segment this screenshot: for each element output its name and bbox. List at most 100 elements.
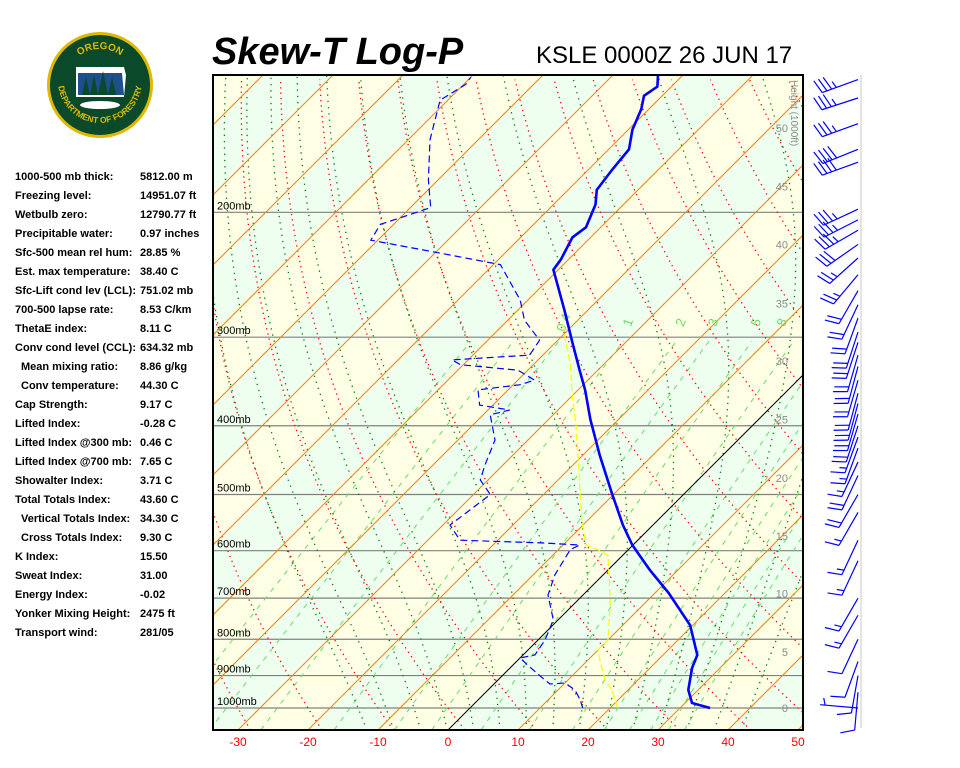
- wind-barb: [813, 94, 859, 111]
- dry-adiabat-line: [828, 80, 960, 730]
- temperature-profile-line: [551, 75, 711, 710]
- wind-barb-staff: [823, 219, 859, 238]
- temperature-tick-label: 40: [721, 735, 735, 749]
- wind-barb-flag: [818, 236, 830, 248]
- stat-row: Lifted Index @300 mb: 0.46 C: [15, 434, 215, 453]
- wind-barb-staff: [841, 560, 859, 596]
- isotherm-line: [727, 654, 803, 730]
- wind-barb-flag: [813, 80, 823, 93]
- stat-value: 9.17 C: [140, 399, 173, 411]
- wind-barb-flag: [818, 211, 829, 224]
- wind-barb-staff: [844, 436, 859, 474]
- height-tick-label: 50: [776, 123, 788, 135]
- stat-label: Lifted Index:: [15, 418, 81, 430]
- wind-barb-flag: [836, 712, 852, 716]
- isobar-label: 800mb: [217, 627, 251, 639]
- wind-barb-flag: [822, 159, 833, 173]
- wind-barb-staff: [824, 229, 859, 250]
- isotherm-line: [868, 75, 960, 730]
- temperature-tick-label: 0: [445, 735, 452, 749]
- isobar-label: 700mb: [217, 586, 251, 598]
- moist-adiabat-line: [223, 75, 395, 730]
- temperature-tick-label: 20: [581, 735, 595, 749]
- wind-barb-flag: [817, 78, 828, 92]
- wind-barb-flag: [829, 502, 845, 506]
- moist-adiabat-line: [325, 75, 501, 730]
- wind-barb-staff: [822, 161, 859, 176]
- wind-barb-flag: [823, 293, 838, 301]
- wind-barb: [820, 697, 859, 709]
- mixing-ratio-line: [393, 341, 677, 730]
- isobar-label: 500mb: [217, 483, 251, 495]
- wind-barb-half-flag: [833, 292, 841, 297]
- wind-barb-half-flag: [830, 272, 838, 278]
- wind-barb: [827, 461, 859, 498]
- stat-label: Yonker Mixing Height:: [15, 608, 131, 620]
- wind-barb-half-flag: [831, 98, 837, 106]
- wind-barb-staff: [838, 290, 859, 324]
- wind-barb: [813, 146, 859, 165]
- stat-value: 5812.00 m: [140, 171, 193, 183]
- wind-barb-half-flag: [832, 236, 839, 243]
- wind-barb: [813, 208, 859, 226]
- stat-value: 8.86 g/kg: [140, 361, 188, 373]
- moist-adiabat-line: [399, 75, 556, 730]
- stat-row: Precipitable water: 0.97 inches: [15, 225, 215, 244]
- temperature-tick-label: 50: [791, 735, 805, 749]
- mixing-ratio-line: [571, 381, 803, 730]
- wind-barb-flag: [830, 352, 846, 355]
- dry-adiabat-line: [553, 79, 803, 520]
- stat-label: Sfc-500 mean rel hum:: [15, 247, 133, 259]
- wind-barb-flag: [815, 256, 828, 267]
- wind-barb-staff: [847, 393, 859, 431]
- wind-barb: [833, 393, 859, 431]
- wind-barb-staff: [821, 97, 859, 111]
- stat-label: 700-500 lapse rate:: [15, 304, 114, 316]
- moist-adiabat-line: [213, 288, 368, 730]
- wind-barb-half-flag: [834, 624, 842, 628]
- stat-value: 28.85 %: [140, 247, 181, 259]
- wind-barb: [813, 121, 859, 138]
- moist-adiabat-line: [713, 473, 803, 730]
- wind-barb-flag: [817, 275, 831, 284]
- wind-barb: [831, 425, 859, 463]
- stat-label: Mean mixing ratio:: [21, 361, 119, 373]
- wind-barb-flag: [822, 121, 833, 134]
- moist-adiabat-line: [741, 569, 803, 730]
- isotherm-line: [797, 724, 803, 730]
- wind-barb-flag: [813, 163, 823, 176]
- wind-barb-half-flag: [836, 568, 845, 571]
- stat-value: -0.28 C: [140, 418, 177, 430]
- dry-adiabat-line: [319, 79, 609, 730]
- stat-row: Sfc-Lift cond lev (LCL): 751.02 mb: [15, 282, 215, 301]
- stat-value: 0.97 inches: [140, 228, 200, 240]
- wind-barb: [827, 560, 859, 596]
- wind-barb: [827, 539, 859, 576]
- wind-barb-staff: [826, 243, 859, 267]
- wind-barb: [830, 436, 859, 474]
- svg-text:OREGON: OREGON: [75, 41, 125, 58]
- wind-barb-flag: [827, 146, 838, 159]
- wind-barb: [830, 447, 859, 485]
- stat-row: Energy Index: -0.02: [15, 586, 215, 605]
- wind-barb-half-flag: [836, 490, 845, 493]
- wind-barb-staff: [846, 354, 859, 392]
- temperature-band: [308, 235, 803, 730]
- moist-adiabat-line: [686, 75, 797, 730]
- dry-adiabat-line: [709, 79, 803, 255]
- isobar-label: 1000mb: [217, 696, 257, 708]
- mixing-ratio-line: [683, 534, 803, 730]
- stat-row: ThetaE index: 8.11 C: [15, 320, 215, 339]
- stat-value: 9.30 C: [140, 532, 173, 544]
- stat-row: 700-500 lapse rate: 8.53 C/km: [15, 301, 215, 320]
- stat-value: 281/05: [140, 627, 174, 639]
- stat-row: Showalter Index: 3.71 C: [15, 472, 215, 491]
- wind-barb-staff: [838, 494, 859, 528]
- stat-value: 8.11 C: [140, 323, 172, 335]
- mixing-ratio-label: 2: [672, 316, 689, 328]
- wind-barb-flag: [817, 149, 828, 163]
- stat-row: Conv temperature: 44.30 C: [15, 377, 215, 396]
- stat-label: Wetbulb zero:: [15, 209, 88, 221]
- stat-label: Transport wind:: [15, 627, 98, 639]
- wind-barb-flag: [822, 209, 834, 222]
